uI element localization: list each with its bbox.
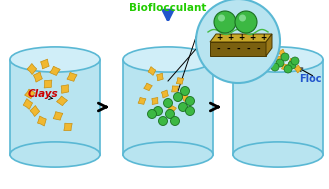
FancyBboxPatch shape [10, 60, 100, 154]
Ellipse shape [10, 47, 100, 72]
Polygon shape [148, 67, 156, 75]
Ellipse shape [233, 142, 323, 167]
Polygon shape [27, 64, 37, 74]
Text: +: + [249, 33, 255, 43]
Text: -: - [256, 44, 260, 53]
FancyBboxPatch shape [123, 60, 213, 154]
Circle shape [291, 57, 299, 65]
Circle shape [276, 59, 284, 67]
Polygon shape [144, 83, 152, 91]
Circle shape [154, 106, 163, 115]
Polygon shape [264, 47, 272, 54]
Polygon shape [269, 61, 275, 67]
Polygon shape [67, 72, 77, 81]
Polygon shape [294, 65, 301, 73]
Polygon shape [248, 58, 256, 64]
Polygon shape [210, 34, 272, 42]
Circle shape [214, 11, 236, 33]
Polygon shape [279, 49, 285, 57]
Polygon shape [25, 89, 36, 99]
Circle shape [218, 15, 225, 22]
Polygon shape [181, 93, 189, 101]
Polygon shape [262, 52, 268, 60]
Circle shape [281, 53, 289, 61]
Text: +: + [216, 33, 222, 43]
Polygon shape [64, 123, 72, 131]
Text: +: + [260, 33, 266, 43]
Polygon shape [254, 64, 262, 70]
Polygon shape [53, 112, 63, 120]
Text: -: - [246, 44, 250, 53]
Circle shape [170, 116, 180, 125]
Circle shape [147, 109, 157, 119]
Text: Floc: Floc [299, 74, 322, 84]
Polygon shape [210, 42, 266, 56]
Polygon shape [40, 59, 49, 69]
Polygon shape [167, 105, 176, 113]
Circle shape [173, 92, 183, 101]
Polygon shape [50, 66, 60, 75]
Polygon shape [275, 56, 281, 62]
Circle shape [256, 52, 264, 60]
Polygon shape [23, 99, 33, 109]
Circle shape [181, 87, 190, 95]
Circle shape [159, 116, 167, 125]
Polygon shape [157, 73, 163, 81]
Ellipse shape [233, 47, 323, 72]
Text: +: + [227, 33, 233, 43]
Polygon shape [33, 72, 42, 82]
Circle shape [269, 49, 277, 57]
Text: -: - [216, 44, 220, 53]
Circle shape [266, 55, 274, 63]
Circle shape [179, 102, 188, 112]
Ellipse shape [123, 142, 213, 167]
Circle shape [239, 15, 246, 22]
Text: Bioflocculant: Bioflocculant [129, 3, 207, 13]
Polygon shape [38, 116, 46, 126]
Polygon shape [266, 34, 272, 56]
Polygon shape [152, 98, 158, 105]
Text: +: + [238, 33, 244, 43]
Text: Clays: Clays [28, 89, 59, 99]
Polygon shape [30, 105, 40, 116]
Circle shape [164, 98, 172, 108]
Circle shape [165, 109, 174, 119]
Circle shape [186, 97, 194, 105]
Polygon shape [44, 80, 52, 88]
Ellipse shape [10, 142, 100, 167]
Ellipse shape [123, 47, 213, 72]
FancyBboxPatch shape [233, 60, 323, 154]
Circle shape [284, 65, 292, 73]
Circle shape [235, 11, 257, 33]
Circle shape [254, 59, 262, 67]
Polygon shape [162, 90, 168, 98]
Circle shape [271, 63, 279, 71]
Circle shape [196, 0, 280, 83]
Polygon shape [176, 78, 184, 84]
Text: -: - [226, 44, 230, 53]
Polygon shape [138, 98, 146, 104]
Text: -: - [236, 44, 240, 53]
Polygon shape [61, 85, 69, 93]
Polygon shape [289, 58, 295, 66]
Polygon shape [282, 64, 289, 70]
Polygon shape [171, 86, 178, 92]
Circle shape [186, 106, 194, 115]
Circle shape [259, 65, 267, 73]
Circle shape [288, 61, 296, 69]
Polygon shape [57, 96, 67, 106]
Polygon shape [253, 50, 259, 56]
